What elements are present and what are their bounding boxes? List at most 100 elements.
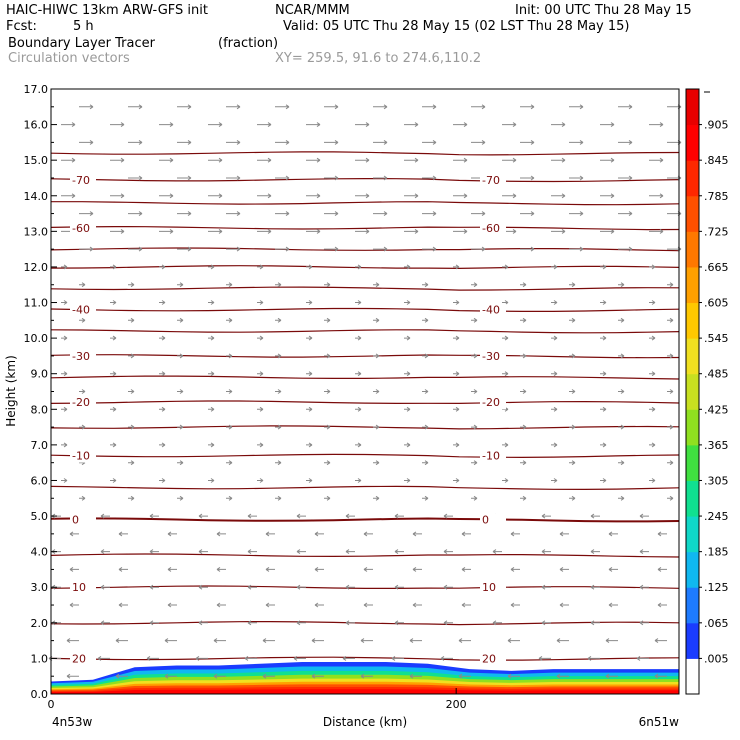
- circulation-vector: [443, 584, 453, 590]
- isotherm-line: [50, 400, 680, 405]
- circulation-vector: [159, 335, 166, 341]
- circulation-vector: [600, 478, 607, 483]
- circulation-vector: [355, 193, 370, 199]
- colorbar-label: .785: [704, 190, 729, 203]
- circulation-vector: [600, 335, 607, 341]
- circulation-vector: [471, 424, 478, 430]
- circulation-vector: [257, 335, 264, 341]
- circulation-vector: [257, 371, 264, 377]
- circulation-vector: [257, 406, 264, 412]
- isotherm-label: -40: [72, 304, 90, 317]
- isotherm-label-bg: [70, 396, 96, 410]
- circulation-vector: [226, 389, 233, 394]
- circulation-vector: [373, 175, 388, 181]
- circulation-vector: [110, 228, 125, 234]
- circulation-vector: [177, 139, 192, 145]
- circulation-vector: [69, 602, 79, 608]
- circulation-vector: [394, 549, 404, 555]
- circulation-vector: [97, 655, 110, 661]
- circulation-vector: [177, 317, 184, 323]
- circulation-vector: [61, 442, 68, 448]
- circulation-vector: [453, 335, 460, 341]
- circulation-vector: [247, 620, 257, 626]
- circulation-vector: [551, 264, 558, 270]
- circulation-vector: [226, 317, 233, 323]
- circulation-vector: [324, 282, 331, 288]
- isotherm-line: [50, 517, 680, 523]
- circulation-vector: [510, 566, 520, 572]
- y-tick-label: 17.0: [24, 83, 49, 96]
- circulation-vector: [216, 566, 226, 572]
- circulation-vector: [213, 638, 226, 644]
- circulation-vector: [275, 317, 282, 323]
- circulation-vector: [639, 513, 649, 519]
- vectors-label: Circulation vectors: [8, 51, 130, 66]
- circulation-vector: [275, 246, 290, 252]
- circulation-vector: [79, 104, 94, 110]
- circulation-vector: [551, 371, 558, 377]
- colorbar-swatch: [686, 409, 699, 446]
- isotherm-line: [50, 225, 680, 231]
- y-tick-label: 0.0: [31, 688, 49, 701]
- circulation-vector: [198, 513, 208, 519]
- circulation-vector: [649, 371, 656, 377]
- circulation-vector: [275, 139, 290, 145]
- circulation-vector: [649, 300, 656, 305]
- isotherm-line: [50, 656, 680, 661]
- circulation-vector: [360, 638, 373, 644]
- circulation-vector: [61, 157, 76, 163]
- circulation-vector: [128, 424, 135, 430]
- colorbar-label: .305: [704, 474, 729, 487]
- circulation-vector: [128, 460, 135, 466]
- circulation-vector: [257, 442, 264, 448]
- circulation-vector: [404, 478, 411, 483]
- isotherm-line: [50, 286, 680, 291]
- circulation-vector: [159, 300, 166, 305]
- circulation-vector: [306, 193, 321, 199]
- circulation-vector: [115, 673, 128, 679]
- circulation-vector: [314, 531, 324, 537]
- isotherm-label: 0: [482, 514, 489, 527]
- circulation-vector: [257, 228, 272, 234]
- circulation-vector: [569, 246, 584, 252]
- circulation-vector: [608, 602, 618, 608]
- isotherm-line: [50, 265, 680, 270]
- circulation-vector: [159, 406, 166, 412]
- circulation-vector: [226, 211, 241, 217]
- circulation-vector: [355, 442, 362, 448]
- circulation-vector: [412, 566, 422, 572]
- circulation-vector: [657, 566, 667, 572]
- circulation-vector: [208, 193, 223, 199]
- circulation-vector: [590, 513, 600, 519]
- colorbar-label: .905: [704, 119, 729, 132]
- isotherm-label: 0: [72, 514, 79, 527]
- circulation-vector: [69, 531, 79, 537]
- circulation-vector: [422, 211, 437, 217]
- circulation-vector: [654, 673, 667, 679]
- circulation-vector: [541, 584, 551, 590]
- circulation-vector: [618, 460, 625, 466]
- field-name: Boundary Layer Tracer: [8, 36, 155, 51]
- circulation-vector: [551, 406, 558, 412]
- circulation-vector: [275, 282, 282, 288]
- circulation-vector: [502, 442, 509, 448]
- isotherm-label: -60: [72, 222, 90, 235]
- circulation-vector: [167, 566, 177, 572]
- circulation-vector: [213, 673, 226, 679]
- circulation-vector: [110, 406, 117, 412]
- circulation-vector: [296, 584, 306, 590]
- isotherm-line: [50, 247, 680, 252]
- circulation-vector: [404, 406, 411, 412]
- circulation-vector: [453, 442, 460, 448]
- circulation-vector: [443, 549, 453, 555]
- circulation-vector: [128, 139, 143, 145]
- circulation-vector: [118, 602, 128, 608]
- circulation-vector: [345, 620, 355, 626]
- circulation-vector: [600, 122, 615, 128]
- circulation-vector: [198, 620, 208, 626]
- circulation-vector: [79, 389, 86, 394]
- y-tick-label: 15.0: [24, 154, 49, 167]
- isotherm-label-bg: [70, 221, 96, 235]
- circulation-vector: [551, 300, 558, 305]
